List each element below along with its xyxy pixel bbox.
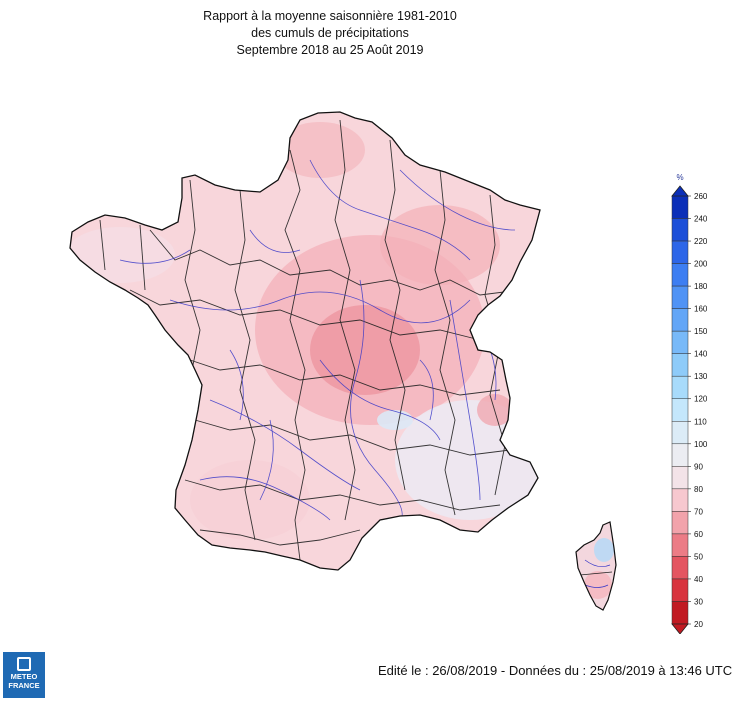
legend-tick-label: 260: [694, 192, 708, 201]
meteo-france-logo: METEO FRANCE: [3, 652, 45, 698]
legend-tick-label: 200: [694, 260, 708, 269]
legend-color-cell: [671, 195, 689, 219]
title-line-2: des cumuls de précipitations: [251, 26, 409, 40]
legend-color-cell: [671, 421, 689, 445]
legend-tick-label: 50: [694, 552, 703, 561]
legend-color-cell: [671, 443, 689, 467]
legend-tick-label: 70: [694, 507, 703, 516]
legend-color-cell: [671, 511, 689, 535]
legend-color-cell: [671, 330, 689, 354]
legend-tick-label: 20: [694, 620, 703, 629]
legend-tick-label: 60: [694, 530, 703, 539]
legend-color-cell: [671, 353, 689, 377]
legend-tick-label: 110: [694, 417, 707, 426]
legend-color-cell: [671, 240, 689, 264]
legend-tick-label: 100: [694, 440, 708, 449]
legend-tick-label: 240: [694, 215, 708, 224]
legend-color-cell: [671, 218, 689, 242]
logo-line-1: METEO: [10, 672, 38, 681]
edition-footer: Edité le : 26/08/2019 - Données du : 25/…: [378, 663, 733, 678]
legend-top-arrow: [671, 185, 689, 197]
title-line-3: Septembre 2018 au 25 Août 2019: [236, 43, 424, 57]
legend-color-cell: [671, 308, 689, 332]
legend-unit: %: [676, 173, 683, 182]
meteo-france-logo-icon: [17, 657, 31, 671]
legend-color-cell: [671, 285, 689, 309]
legend-tick-label: 120: [694, 395, 708, 404]
legend-bottom-arrow: [671, 623, 689, 634]
legend-color-cell: [671, 263, 689, 287]
map-title: Rapport à la moyenne saisonnière 1981-20…: [0, 8, 660, 59]
legend-color-cell: [671, 398, 689, 422]
legend-tick-label: 160: [694, 305, 708, 314]
legend-tick-label: 140: [694, 350, 708, 359]
legend-tick-label: 180: [694, 282, 708, 291]
legend-tick-label: 130: [694, 372, 708, 381]
legend-color-cell: [671, 466, 689, 490]
legend-color-cell: [671, 601, 689, 625]
color-legend: % 260 240 220 200 180 160 150 140 130 120 110 100 90 8…: [671, 173, 708, 634]
legend-color-cell: [671, 375, 689, 399]
legend-tick-label: 150: [694, 327, 708, 336]
legend-tick-label: 220: [694, 237, 708, 246]
legend-color-cell: [671, 533, 689, 557]
legend-tick-label: 40: [694, 575, 703, 584]
logo-line-2: FRANCE: [8, 681, 40, 690]
legend-color-cell: [671, 488, 689, 512]
legend-color-cell: [671, 578, 689, 602]
mainland-france: [69, 111, 541, 571]
corsica: [575, 521, 617, 611]
legend-tick-label: 80: [694, 485, 703, 494]
legend-color-cell: [671, 556, 689, 580]
legend-tick-label: 30: [694, 597, 703, 606]
legend-tick-label: 90: [694, 462, 703, 471]
title-line-1: Rapport à la moyenne saisonnière 1981-20…: [203, 9, 457, 23]
